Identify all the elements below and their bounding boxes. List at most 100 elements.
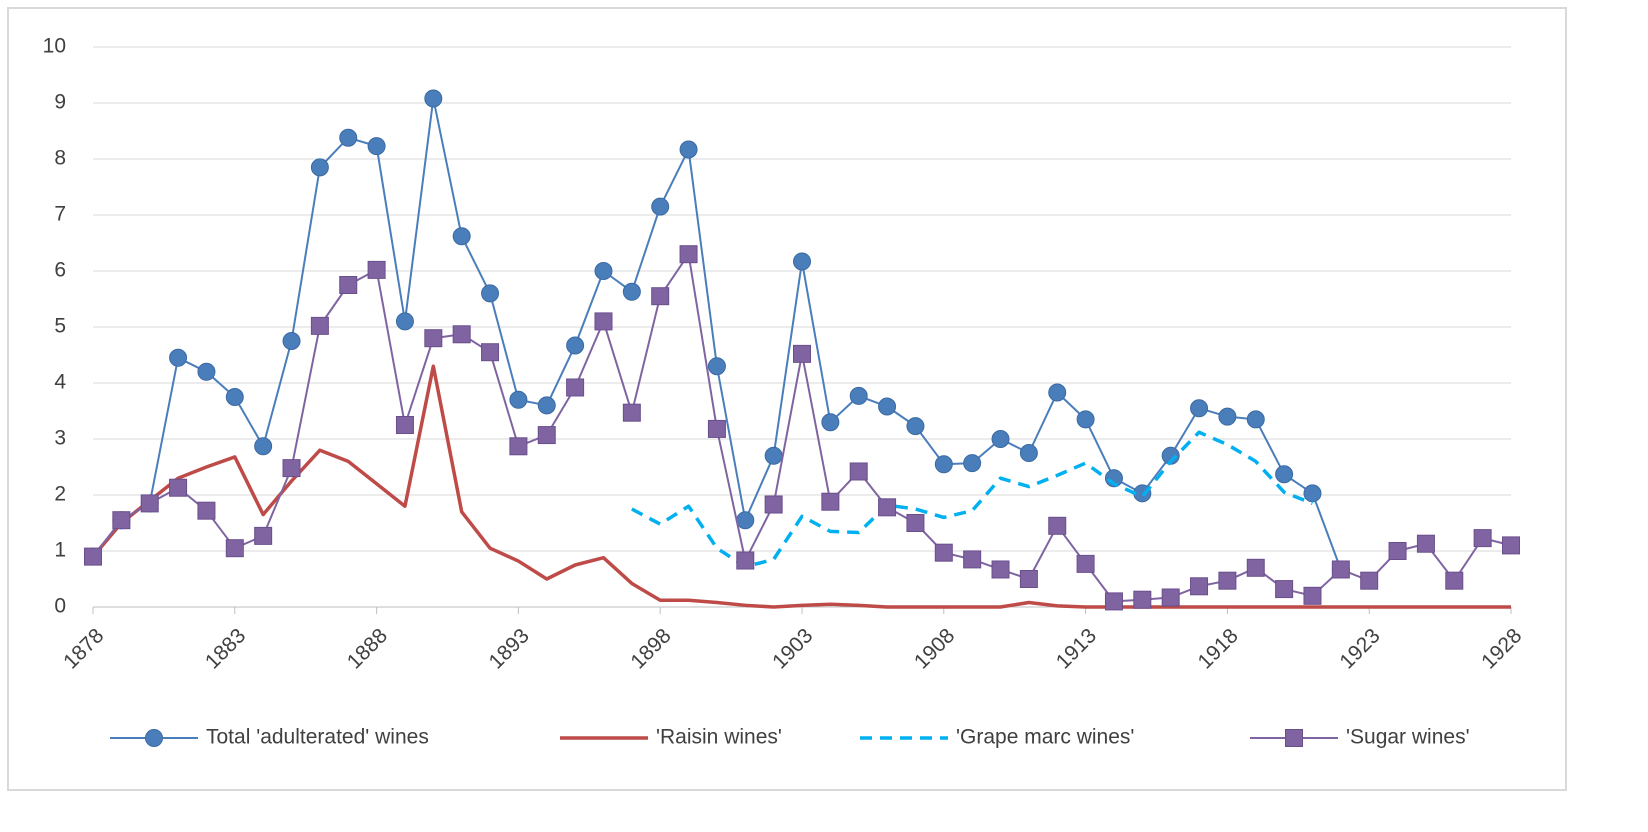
legend-label: 'Raisin wines' bbox=[656, 726, 782, 749]
data-point bbox=[651, 287, 670, 306]
legend-label: 'Grape marc wines' bbox=[956, 726, 1134, 749]
data-point bbox=[1416, 534, 1435, 553]
data-point bbox=[764, 495, 783, 514]
legend-marker bbox=[1285, 729, 1303, 747]
data-point bbox=[1275, 580, 1294, 599]
data-point bbox=[537, 396, 556, 415]
data-point bbox=[112, 511, 131, 530]
data-point bbox=[622, 403, 641, 422]
data-point bbox=[1473, 529, 1492, 548]
series-line bbox=[91, 364, 1511, 609]
data-point bbox=[481, 343, 500, 362]
y-tick-label: 7 bbox=[54, 203, 66, 226]
data-point bbox=[906, 514, 925, 532]
y-tick-label: 6 bbox=[54, 259, 66, 282]
data-point bbox=[566, 378, 585, 397]
data-point bbox=[594, 262, 613, 280]
y-tick-label: 10 bbox=[43, 35, 66, 58]
data-point bbox=[424, 329, 443, 348]
data-point bbox=[339, 276, 358, 294]
data-point bbox=[963, 454, 982, 473]
data-point bbox=[821, 492, 840, 511]
data-point bbox=[878, 397, 897, 416]
data-point bbox=[254, 437, 273, 456]
y-tick-label: 4 bbox=[54, 371, 66, 394]
data-point bbox=[452, 325, 471, 344]
data-point bbox=[821, 413, 840, 432]
data-point bbox=[140, 494, 159, 513]
data-point bbox=[736, 511, 755, 530]
data-point bbox=[566, 336, 585, 355]
data-point bbox=[622, 282, 641, 301]
data-point bbox=[367, 260, 386, 279]
data-point bbox=[906, 417, 925, 436]
data-point bbox=[1161, 588, 1180, 607]
data-point bbox=[225, 388, 244, 406]
data-point bbox=[1019, 444, 1038, 462]
data-point bbox=[878, 498, 897, 517]
data-point bbox=[169, 478, 188, 497]
legend-label: 'Sugar wines' bbox=[1346, 726, 1470, 749]
data-point bbox=[707, 357, 726, 376]
y-tick-label: 9 bbox=[54, 91, 66, 114]
data-point bbox=[254, 526, 273, 545]
data-point bbox=[169, 348, 188, 367]
data-point bbox=[764, 446, 783, 465]
data-point bbox=[1445, 571, 1464, 590]
data-point bbox=[963, 550, 982, 569]
data-point bbox=[1076, 554, 1095, 573]
data-point bbox=[1331, 560, 1350, 579]
legend-marker bbox=[145, 729, 163, 747]
data-point bbox=[934, 455, 953, 474]
data-point bbox=[1161, 446, 1180, 465]
data-point bbox=[1190, 399, 1209, 418]
data-point bbox=[1360, 571, 1379, 590]
data-point bbox=[1502, 536, 1520, 555]
data-point bbox=[1218, 571, 1237, 590]
data-point bbox=[707, 419, 726, 438]
data-point bbox=[225, 539, 244, 558]
data-point bbox=[395, 416, 414, 434]
data-point bbox=[793, 344, 811, 363]
data-point bbox=[793, 252, 811, 271]
data-point bbox=[367, 137, 386, 156]
data-point bbox=[424, 89, 443, 108]
y-tick-label: 5 bbox=[54, 315, 66, 338]
data-point bbox=[481, 284, 500, 303]
data-point bbox=[1246, 410, 1265, 429]
data-point bbox=[1048, 383, 1067, 402]
data-point bbox=[1303, 484, 1322, 503]
data-point bbox=[1275, 465, 1294, 484]
data-point bbox=[310, 316, 329, 335]
data-point bbox=[679, 140, 698, 159]
data-point bbox=[1133, 590, 1152, 609]
data-point bbox=[991, 560, 1010, 579]
data-point bbox=[991, 430, 1010, 448]
data-point bbox=[934, 543, 953, 562]
chart-frame bbox=[7, 7, 1567, 791]
data-point bbox=[509, 390, 528, 409]
data-point bbox=[197, 362, 216, 381]
data-point bbox=[1190, 577, 1209, 596]
data-point bbox=[1019, 570, 1038, 588]
data-point bbox=[679, 245, 698, 264]
data-point bbox=[509, 437, 528, 456]
y-tick-label: 3 bbox=[54, 427, 66, 450]
y-tick-label: 8 bbox=[54, 147, 66, 170]
data-point bbox=[849, 462, 868, 481]
data-point bbox=[1076, 410, 1095, 429]
data-point bbox=[197, 501, 216, 520]
y-tick-label: 1 bbox=[54, 539, 66, 562]
data-point bbox=[1246, 558, 1265, 577]
data-point bbox=[282, 459, 301, 478]
data-point bbox=[310, 158, 329, 177]
data-point bbox=[537, 426, 556, 445]
data-point bbox=[1104, 592, 1123, 611]
data-point bbox=[1048, 516, 1067, 535]
data-point bbox=[849, 386, 868, 405]
data-point bbox=[395, 312, 414, 331]
data-point bbox=[282, 332, 301, 350]
y-tick-label: 0 bbox=[54, 595, 66, 618]
legend-label: Total 'adulterated' wines bbox=[206, 726, 429, 749]
